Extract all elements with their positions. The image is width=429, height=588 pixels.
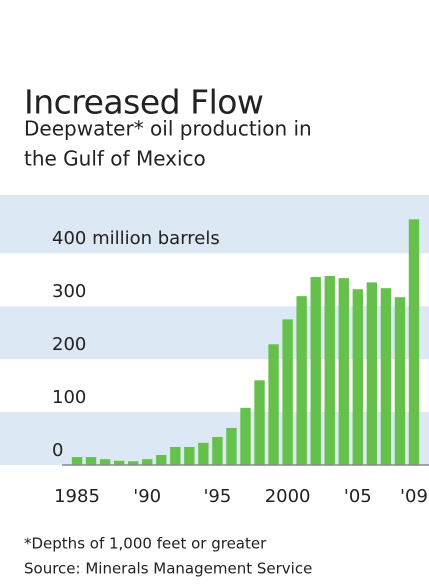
x-tick-label: '05: [344, 486, 372, 507]
y-tick-label: 0: [52, 440, 63, 461]
y-tick-label: 400 million barrels: [52, 228, 220, 249]
grid-band: [0, 195, 429, 254]
x-tick-label: 1985: [54, 486, 100, 507]
bar: [156, 454, 167, 465]
bar: [268, 344, 279, 465]
bar: [338, 278, 349, 465]
footnote: *Depths of 1,000 feet or greater: [24, 535, 267, 553]
bar: [184, 447, 195, 465]
plot: 0 100 200 300 400 million barrels 1985 '90 '95 2…: [52, 219, 429, 507]
source: Source: Minerals Management Service: [24, 560, 312, 578]
x-tick-label: '90: [133, 486, 161, 507]
chart-title: Increased Flow: [24, 83, 263, 122]
bar: [324, 276, 335, 465]
y-tick-label: 300: [52, 281, 86, 302]
bar: [296, 296, 307, 465]
bar: [170, 447, 181, 465]
bar: [310, 277, 321, 465]
bar: [240, 407, 251, 465]
bar: [254, 380, 265, 465]
x-tick-label: 2000: [265, 486, 311, 507]
bar: [113, 460, 125, 465]
x-tick-label: '95: [203, 486, 231, 507]
bar: [142, 459, 153, 465]
bar: [99, 459, 111, 465]
bar: [352, 289, 364, 465]
y-tick-label: 200: [52, 334, 86, 355]
bar: [366, 282, 378, 465]
bar: [380, 288, 392, 465]
bar: [127, 461, 139, 465]
y-tick-label: 100: [52, 387, 86, 408]
bar: [394, 297, 406, 465]
x-tick-label: '09: [400, 486, 428, 507]
chart-subtitle: Deepwater* oil production in: [24, 117, 312, 141]
bar: [282, 319, 293, 465]
bar: [85, 457, 97, 465]
bar: [198, 442, 209, 465]
chart-subtitle: the Gulf of Mexico: [24, 147, 206, 171]
bar: [71, 457, 83, 465]
bar: [408, 219, 420, 465]
bar: [226, 427, 237, 465]
bar: [212, 436, 223, 465]
